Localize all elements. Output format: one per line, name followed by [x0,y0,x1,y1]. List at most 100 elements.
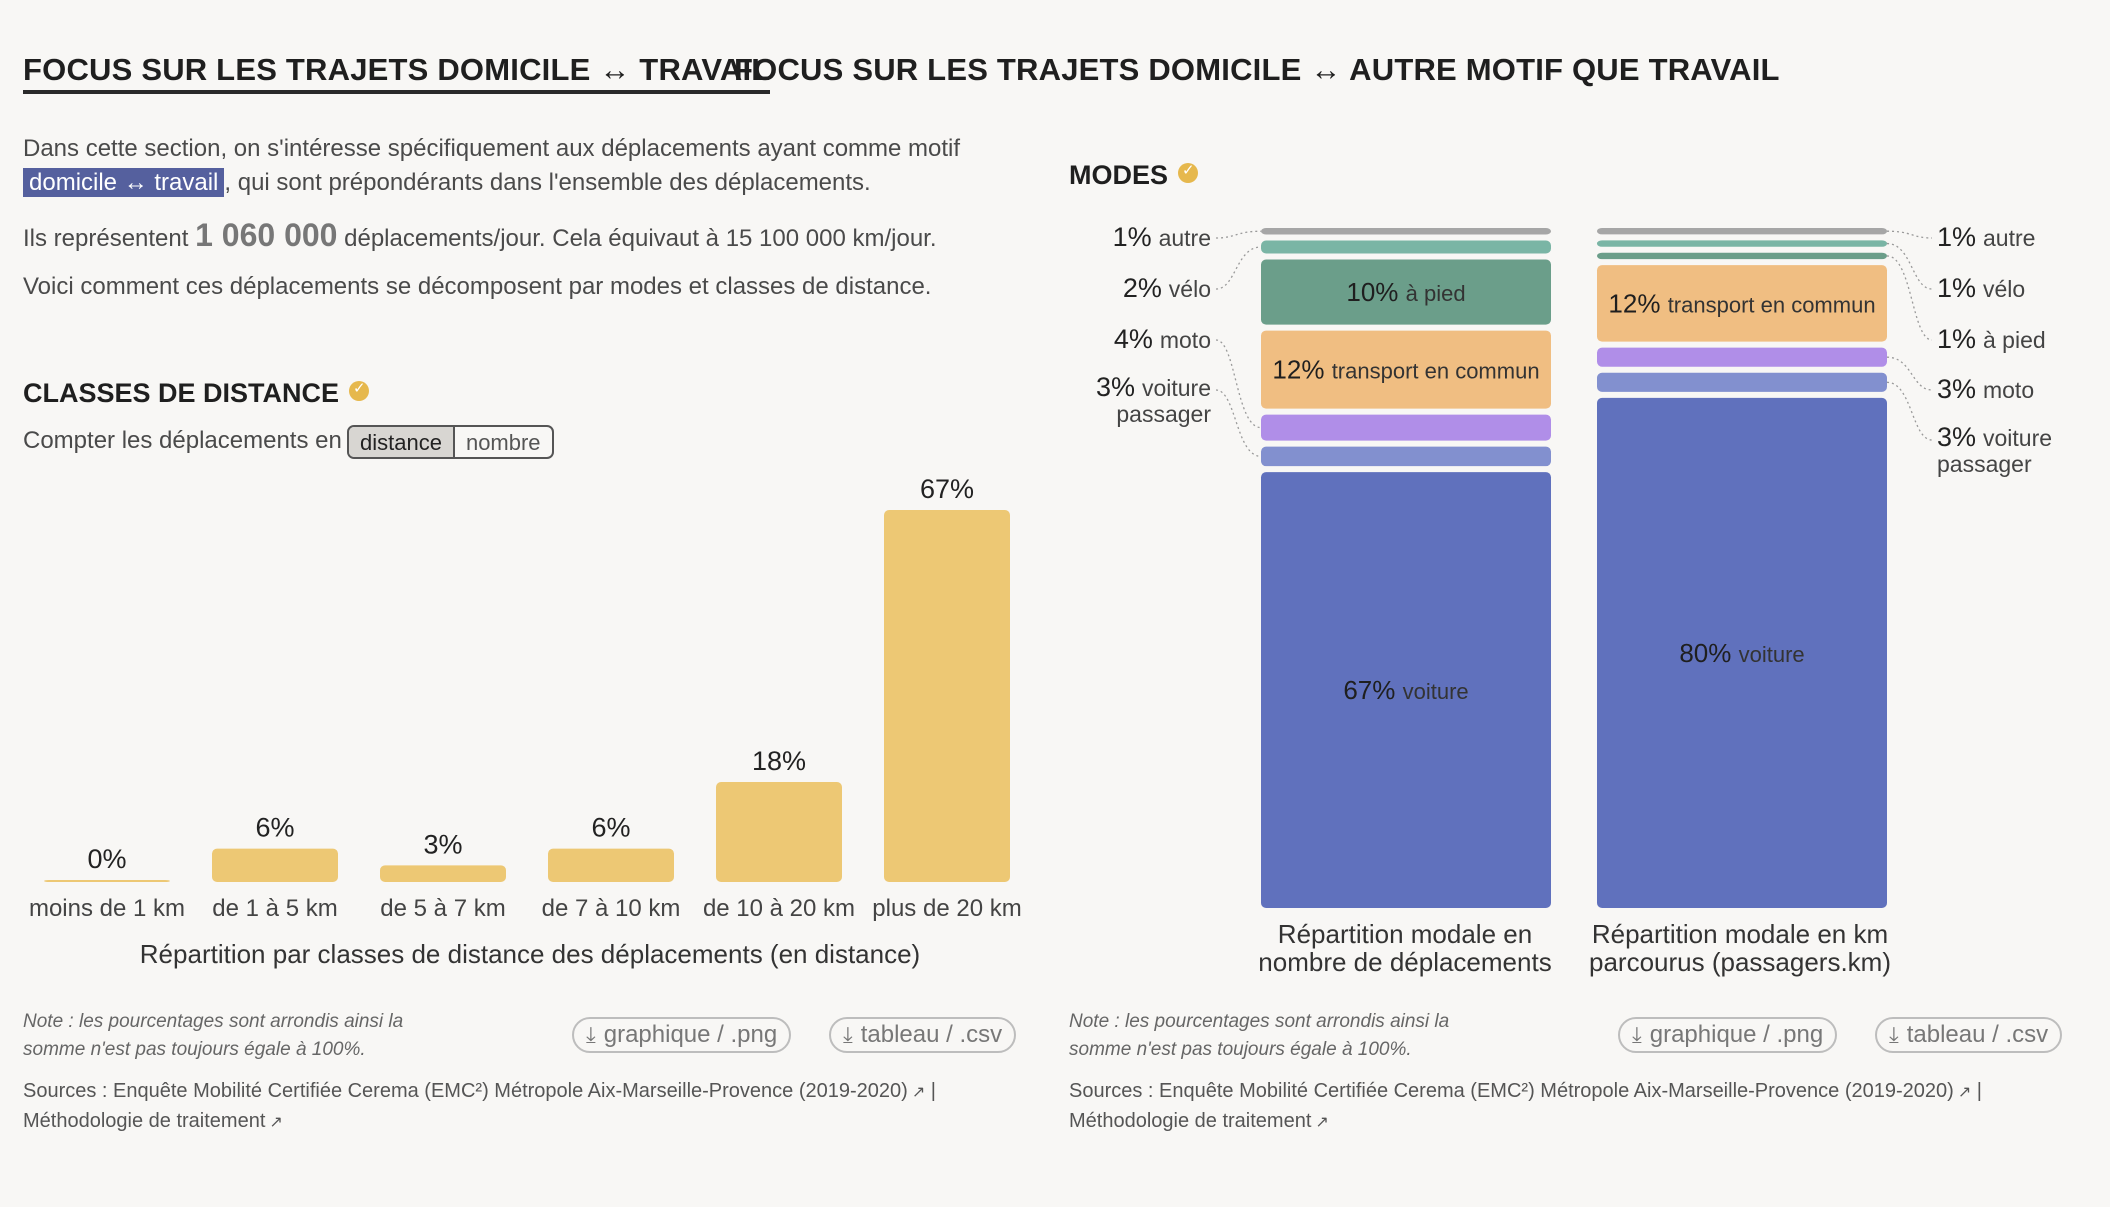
mode-connector [1215,230,1262,239]
distance-bar [44,880,170,882]
download-icon: ⤓ [1632,1022,1642,1047]
distance-value-label: 18% [752,746,806,776]
distance-value-label: 0% [87,844,126,874]
download-csv-button[interactable]: ⤓ tableau / .csv [829,1017,1017,1053]
toggle-distance[interactable]: distance [349,427,455,457]
modes-title: MODES [1069,160,1199,191]
sources-right: Sources : Enquête Mobilité Certifiée Cer… [1069,1077,2089,1137]
mode-connector [1886,381,1933,441]
download-icon: ⤓ [586,1022,596,1047]
modes-right-caption: Répartition modale en km parcourus (pass… [1589,919,1891,977]
mode-label-right: 1% à pied [1937,324,2046,354]
mode-label-left: 3% voiture passager [1095,372,1211,428]
distance-value-label: 67% [920,474,974,504]
modes-title-text: MODES [1069,160,1169,190]
mode-segment-velo [1597,240,1887,247]
distance-category-label: plus de 20 km [872,895,1021,922]
intro-line-1: Dans cette section, on s'intéresse spéci… [23,135,961,162]
mode-connector [1886,255,1933,341]
download-png-button[interactable]: ⤓ graphique / .png [572,1017,792,1053]
download-csv-button[interactable]: ⤓ tableau / .csv [1875,1017,2063,1053]
source-link[interactable]: Enquête Mobilité Certifiée Cerema (EMC²)… [1159,1080,1971,1102]
mode-segment-autre [1261,228,1551,235]
distance-bar-chart: 0% moins de 1 km 6% de 1 à 5 km 3% de 5 à 7 k… [29,474,1022,922]
count-prefix: Ils représentent [23,225,196,252]
intro-line-2-text: , qui sont prépondérants dans l'ensemble… [224,169,871,196]
download-icon: ⤓ [1889,1022,1899,1047]
note-right: Note : les pourcentages sont arrondis ai… [1069,1011,1450,1060]
distance-caption: Répartition par classes de distance des … [139,939,921,969]
mode-label-right: 3% moto [1937,374,2035,404]
mode-connector [1215,246,1262,290]
count-value: 1 060 000 [195,217,338,253]
distance-value-label: 3% [423,829,462,859]
mode-segment-label: 12% transport en commun [1608,288,1875,318]
mode-segment-voiture [1261,472,1551,908]
mode-segment-label: 10% à pied [1346,277,1465,307]
source-link[interactable]: Enquête Mobilité Certifiée Cerema (EMC²)… [113,1080,925,1102]
distance-category-label: de 5 à 7 km [380,895,505,922]
intro-count: Ils représentent 1 060 000 déplacements/… [23,218,937,256]
mode-label-right: 1% autre [1937,222,2036,252]
methodology-link[interactable]: Méthodologie de traitement ↗ [23,1110,283,1132]
external-link-icon: ↗ [911,1084,926,1101]
mode-segment-passager [1597,372,1887,392]
distance-bar [212,848,338,882]
mode-segment-transport [1597,265,1887,342]
mode-segment-label: 12% transport en commun [1272,355,1539,385]
verified-icon [349,379,370,401]
mode-segment-velo [1261,240,1551,254]
mode-segment-moto [1597,347,1887,367]
motif-highlight: domicile ↔ travail [23,168,225,197]
mode-segment-pied [1261,259,1551,325]
distance-bar [884,510,1010,882]
distance-bar [548,848,674,882]
distance-bar [380,865,506,882]
distance-title: CLASSES DE DISTANCE [23,378,370,409]
distance-category-label: de 1 à 5 km [212,895,337,922]
toggle-label: Compter les déplacements en [23,427,342,454]
mode-connector [1886,242,1933,290]
tab-domicile-travail[interactable]: FOCUS SUR LES TRAJETS DOMICILE ↔ TRAVAIL [23,52,771,94]
count-suffix: déplacements/jour. Cela équivaut à 15 10… [337,225,937,252]
intro-line-4: Voici comment ces déplacements se décomp… [23,273,932,300]
tab-domicile-autre-motif[interactable]: FOCUS SUR LES TRAJETS DOMICILE ↔ AUTRE M… [734,52,1780,87]
distance-value-label: 6% [591,813,630,843]
mode-label-left: 1% autre [1112,222,1211,252]
count-toggle[interactable]: distance nombre [347,425,554,459]
mode-label-right: 1% vélo [1937,273,2026,303]
download-png-button[interactable]: ⤓ graphique / .png [1618,1017,1838,1053]
verified-icon [1178,161,1199,183]
mode-label-right: 3% voiture passager [1937,422,2053,478]
external-link-icon: ↗ [1315,1114,1329,1131]
mode-segment-voiture [1597,397,1887,908]
note-left: Note : les pourcentages sont arrondis ai… [23,1011,404,1060]
mode-segment-transport [1261,330,1551,409]
mode-segment-pied [1597,252,1887,260]
external-link-icon: ↗ [1957,1084,1972,1101]
modes-stacked-chart: 10% à pied 12% transport en commun 67% voi… [1215,228,1933,908]
mode-segment-moto [1261,414,1551,441]
mode-label-left: 4% moto [1113,324,1211,354]
intro-line-2: domicile ↔ travail, qui sont prépondéran… [23,166,871,200]
toggle-nombre[interactable]: nombre [465,430,541,455]
distance-category-label: de 7 à 10 km [542,895,681,922]
mode-label-left: 2% vélo [1122,273,1211,303]
distance-bar [716,782,842,882]
distance-value-label: 6% [255,813,294,843]
mode-segment-label: 67% voiture [1343,675,1468,705]
mode-segment-passager [1261,446,1551,467]
external-link-icon: ↗ [269,1114,283,1131]
distance-category-label: de 10 à 20 km [703,895,855,922]
distance-title-text: CLASSES DE DISTANCE [23,378,340,408]
mode-segment-label: 80% voiture [1679,638,1804,668]
mode-connector [1215,389,1262,458]
methodology-link[interactable]: Méthodologie de traitement ↗ [1069,1110,1329,1132]
mode-segment-autre [1597,228,1887,235]
modes-left-caption: Répartition modale en nombre de déplacem… [1258,919,1552,977]
sources-left: Sources : Enquête Mobilité Certifiée Cer… [23,1077,1043,1137]
mode-connector [1886,356,1933,391]
distance-category-label: moins de 1 km [29,895,185,922]
mode-connector [1886,230,1933,239]
download-icon: ⤓ [843,1022,853,1047]
